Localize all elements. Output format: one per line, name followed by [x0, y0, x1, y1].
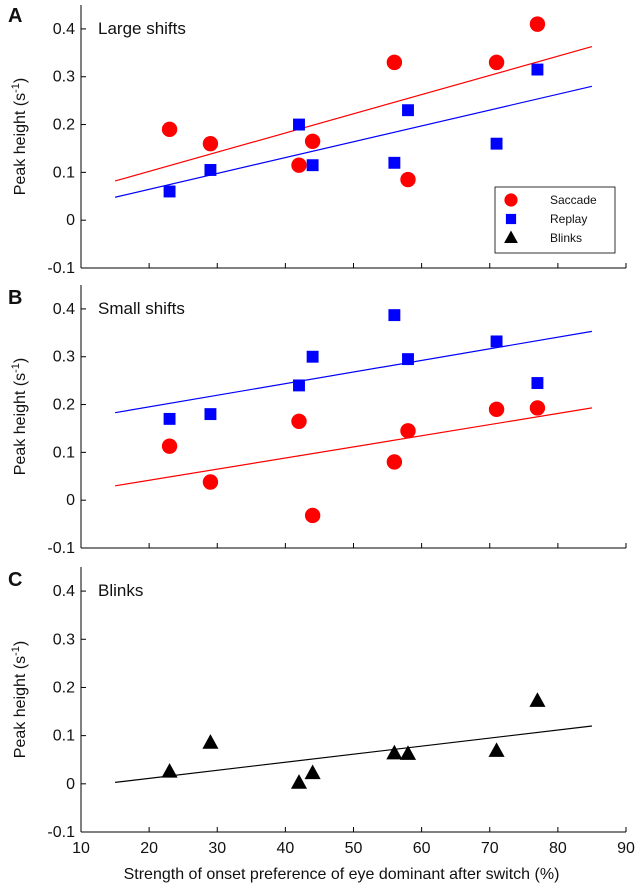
panel-letter: C [8, 569, 22, 591]
panel-b: -0.1 0 0.1 0.2 0.3 0.4 B Small shifts Peak heigh… [8, 285, 627, 557]
point-saccade [291, 413, 307, 429]
point-replay [293, 379, 305, 392]
legend-marker-saccade [504, 193, 518, 207]
y-tick-label: 0.2 [53, 397, 75, 414]
point-replay [293, 118, 305, 131]
y-axis-label: Peak height (s-1) [10, 78, 29, 195]
point-replay [204, 408, 217, 421]
point-blinks [399, 745, 417, 760]
y-axis-label: Peak height (s-1) [10, 358, 29, 475]
panel-c: -0.1 0 0.1 0.2 0.3 0.4 10 20 30 40 50 60 70 80 90 C Blin… [8, 567, 635, 883]
point-saccade [304, 507, 321, 524]
fit-line-saccade [114, 46, 593, 182]
point-saccade [291, 157, 307, 173]
fit-line-replay [114, 330, 593, 414]
legend-marker-blinks [504, 230, 518, 244]
panel-title: Blinks [98, 581, 143, 600]
point-blinks [386, 744, 403, 760]
panel-a: -0.1 0 0.1 0.2 0.3 0.4 A Large shifts Peak heigh… [8, 5, 627, 277]
point-saccade [386, 54, 403, 71]
point-saccade [202, 135, 219, 152]
point-replay [402, 353, 414, 366]
point-blinks [529, 692, 546, 707]
point-replay [531, 377, 544, 389]
point-replay [490, 137, 503, 150]
y-tick-label: 0.4 [53, 21, 75, 38]
x-tick-label: 90 [617, 840, 635, 857]
legend-label-blinks: Blinks [550, 231, 582, 245]
fit-line-saccade [114, 407, 593, 487]
y-tick-label: 0.1 [53, 444, 75, 461]
point-blinks [290, 774, 308, 789]
point-saccade [488, 401, 505, 418]
point-blinks [202, 734, 219, 749]
point-saccade [386, 454, 403, 470]
fit-line-blinks [114, 725, 593, 783]
y-tick-label: 0.3 [53, 631, 75, 648]
y-tick-label: 0 [66, 212, 75, 229]
point-saccade [529, 400, 546, 416]
point-saccade [400, 171, 416, 188]
y-axis-label: Peak height (s-1) [10, 641, 29, 758]
x-tick-label: 70 [481, 840, 499, 857]
panel-letter: A [8, 5, 22, 27]
point-replay [306, 350, 319, 363]
point-saccade [488, 54, 505, 71]
y-tick-label: 0.4 [53, 301, 75, 318]
y-tick-label: 0.3 [53, 69, 75, 86]
point-replay [402, 104, 414, 117]
y-tick-label: 0.3 [53, 349, 75, 366]
x-tick-label: 10 [72, 840, 90, 857]
legend-label-saccade: Saccade [550, 193, 597, 207]
point-saccade [161, 121, 178, 138]
fit-line-replay [114, 85, 593, 198]
y-tick-label: 0 [66, 492, 75, 509]
point-replay [531, 63, 544, 76]
x-tick-label: 40 [276, 840, 294, 857]
y-tick-label: 0.2 [53, 117, 75, 134]
legend-label-replay: Replay [550, 212, 587, 226]
point-saccade [304, 133, 321, 149]
legend-marker-replay [505, 213, 517, 225]
point-saccade [161, 438, 178, 454]
x-tick-label: 60 [413, 840, 431, 857]
point-blinks [304, 764, 321, 780]
legend: Saccade Replay Blinks [494, 186, 616, 254]
panel-letter: B [8, 287, 22, 309]
point-saccade [400, 423, 416, 439]
point-replay [204, 164, 217, 176]
x-tick-label: 50 [345, 840, 363, 857]
point-replay [388, 156, 401, 169]
point-blinks [488, 742, 505, 757]
point-blinks [161, 763, 178, 778]
point-replay [306, 159, 319, 172]
point-saccade [529, 16, 546, 32]
x-tick-label: 20 [140, 840, 158, 857]
x-tick-label: 80 [549, 840, 567, 857]
point-replay [490, 335, 503, 348]
y-tick-label: -0.1 [47, 540, 75, 557]
x-tick-label: 30 [208, 840, 226, 857]
panel-title: Small shifts [98, 299, 185, 318]
point-replay [163, 185, 176, 198]
panel-title: Large shifts [98, 19, 186, 38]
y-tick-label: 0.4 [53, 583, 75, 600]
y-tick-label: 0.2 [53, 679, 75, 696]
y-tick-label: 0.1 [53, 164, 75, 181]
point-saccade [202, 474, 219, 490]
y-tick-label: -0.1 [47, 260, 75, 277]
y-tick-label: 0.1 [53, 728, 75, 745]
y-tick-label: -0.1 [47, 824, 75, 841]
y-tick-label: 0 [66, 776, 75, 793]
x-axis-label: Strength of onset preference of eye domi… [124, 866, 560, 883]
point-replay [388, 309, 401, 322]
point-replay [163, 412, 176, 425]
